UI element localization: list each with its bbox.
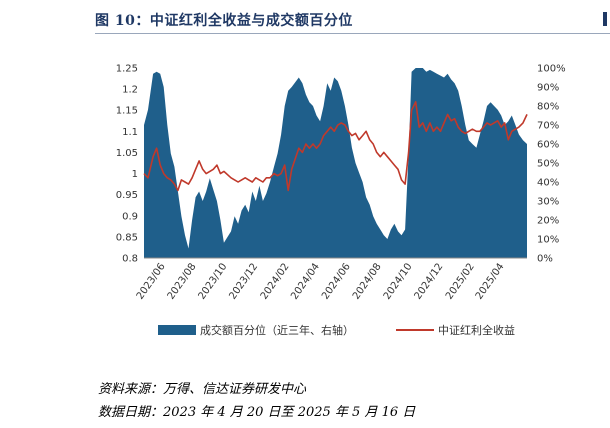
y-left-tick-label: 0.8 [122,254,138,265]
x-tick-label: 2024/06 [320,261,353,301]
y-left-tick-label: 1.15 [116,106,138,117]
y-right-tick-label: 60% [537,140,559,151]
source-note: 资料来源：万得、信达证券研发中心 [98,382,307,397]
line-series-layer [143,101,528,192]
x-tick-label: 2024/12 [413,261,446,301]
y-left-tick-label: 1 [132,169,138,180]
area-series-layer [144,68,527,258]
x-tick-label: 2024/04 [289,261,322,301]
x-tick-label: 2025/04 [474,261,507,301]
y-left-tick-label: 1.2 [122,85,138,96]
y-right-tick-label: 80% [537,102,559,113]
legend: 成交额百分位（近三年、右轴） 中证红利全收益 [158,323,515,337]
x-tick-label: 2025/02 [444,261,477,301]
y-right-tick-label: 40% [537,178,559,189]
x-tick-label: 2024/10 [382,261,415,301]
y-right-tick-label: 20% [537,216,559,227]
title-rule [95,33,610,34]
x-tick-label: 2023/12 [227,261,260,301]
legend-label-area: 成交额百分位（近三年、右轴） [200,323,354,337]
x-tick-label: 2023/10 [197,261,230,301]
y-left-tick-label: 0.9 [122,211,138,222]
x-tick-label: 2023/06 [135,261,168,301]
y-left-tick-label: 0.85 [116,232,138,243]
y-left-tick-label: 1.25 [116,64,138,75]
y-right-tick-label: 30% [537,197,559,208]
x-tick-label: 2023/08 [166,261,199,301]
y-right-tick-label: 0% [537,254,553,265]
y-right-tick-label: 10% [537,235,559,246]
legend-swatch-area [158,325,196,335]
y-right-tick-label: 50% [537,159,559,170]
y-left-tick-label: 0.95 [116,190,138,201]
y-right-tick-label: 90% [537,83,559,94]
volume-percentile-area [144,68,527,258]
y-left-tick-label: 1.1 [122,127,138,138]
edge-mark [603,12,607,26]
x-tick-label: 2024/02 [259,261,292,301]
y-right-tick-label: 70% [537,121,559,132]
legend-label-line: 中证红利全收益 [438,323,515,337]
figure-title: 图 10：中证红利全收益与成交额百分位 [95,13,353,29]
y-right-tick-label: 100% [537,64,566,75]
x-tick-label: 2024/08 [351,261,384,301]
date-range-note: 数据日期：2023 年 4 月 20 日至 2025 年 5 月 16 日 [98,405,416,420]
dividend-total-return-line [143,101,528,192]
y-left-tick-label: 1.05 [116,148,138,159]
